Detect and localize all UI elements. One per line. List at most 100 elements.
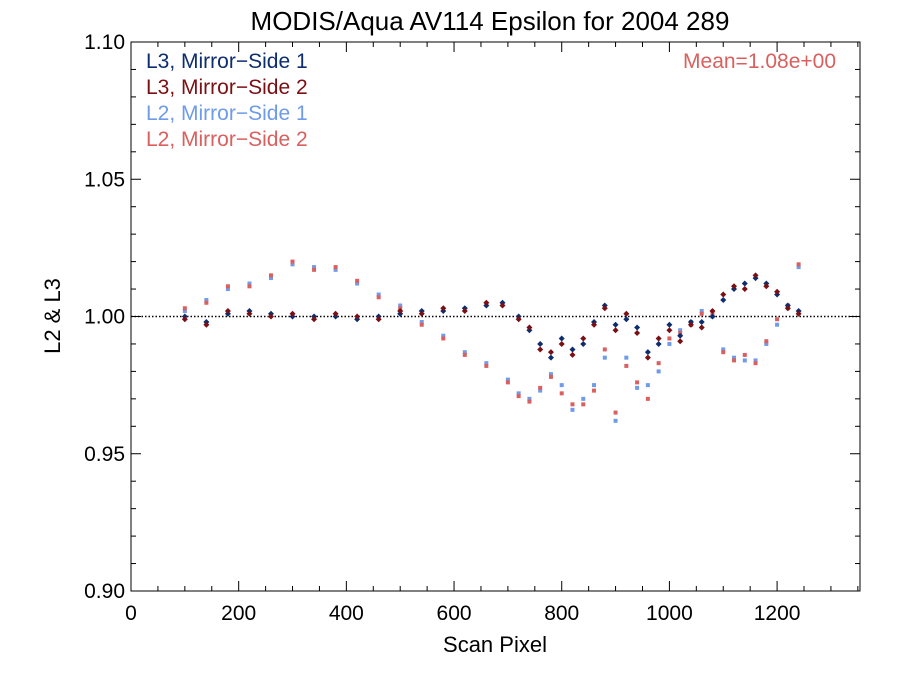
data-point bbox=[312, 265, 317, 270]
x-tick-label: 600 bbox=[437, 602, 472, 625]
mean-annotation: Mean=1.08e+00 bbox=[683, 50, 836, 73]
data-point bbox=[655, 335, 662, 342]
legend-entry: L3, Mirror−Side 2 bbox=[146, 76, 308, 99]
data-point bbox=[721, 347, 726, 352]
data-point bbox=[224, 308, 231, 315]
data-point bbox=[796, 265, 801, 270]
data-point bbox=[538, 385, 543, 390]
data-point bbox=[752, 272, 759, 279]
chart-title: MODIS/Aqua AV114 Epsilon for 2004 289 bbox=[251, 6, 730, 36]
y-tick-label: 1.00 bbox=[84, 306, 125, 329]
data-point bbox=[505, 380, 510, 385]
data-point bbox=[581, 396, 586, 401]
y-axis: 0.90 0.95 1.00 1.05 1.10 bbox=[84, 31, 860, 603]
data-point bbox=[247, 284, 252, 289]
data-point bbox=[558, 340, 565, 347]
data-point bbox=[709, 308, 716, 315]
x-tick-label: 400 bbox=[329, 602, 364, 625]
data-point bbox=[602, 347, 607, 352]
x-tick-label: 1200 bbox=[754, 602, 801, 625]
data-point bbox=[667, 336, 672, 341]
data-point bbox=[656, 369, 661, 374]
data-point bbox=[246, 310, 253, 317]
data-point bbox=[699, 309, 704, 314]
y-tick-label: 0.95 bbox=[84, 443, 125, 466]
data-point bbox=[635, 380, 640, 385]
data-point bbox=[527, 399, 532, 404]
data-point bbox=[732, 358, 737, 363]
data-point bbox=[419, 322, 424, 327]
data-point bbox=[290, 262, 295, 267]
data-point bbox=[484, 361, 489, 366]
y-tick-label: 1.05 bbox=[84, 168, 125, 191]
data-point bbox=[699, 311, 704, 316]
data-point bbox=[440, 305, 447, 312]
data-point bbox=[613, 410, 618, 415]
data-point bbox=[592, 383, 597, 388]
data-point bbox=[204, 300, 209, 305]
data-point bbox=[376, 292, 381, 297]
data-point bbox=[581, 402, 586, 407]
data-point bbox=[333, 265, 338, 270]
data-point bbox=[698, 318, 705, 325]
legend-entry: L2, Mirror−Side 1 bbox=[146, 102, 308, 125]
data-point bbox=[732, 355, 737, 360]
data-point bbox=[709, 313, 716, 320]
data-point bbox=[698, 324, 705, 331]
x-axis-label: Scan Pixel bbox=[443, 632, 547, 657]
y-tick-label: 1.10 bbox=[84, 31, 125, 54]
data-point bbox=[375, 316, 382, 323]
data-point bbox=[547, 349, 554, 356]
data-point bbox=[441, 336, 446, 341]
legend-entry: L2, Mirror−Side 2 bbox=[146, 128, 308, 151]
data-point bbox=[656, 361, 661, 366]
data-point bbox=[505, 377, 510, 382]
data-point bbox=[419, 319, 424, 324]
data-point bbox=[634, 324, 641, 331]
data-point bbox=[667, 341, 672, 346]
data-point bbox=[655, 340, 662, 347]
data-point bbox=[268, 273, 273, 278]
y-axis-label: L2 & L3 bbox=[40, 278, 65, 354]
series-points bbox=[181, 272, 802, 361]
data-point bbox=[418, 310, 425, 317]
data-point bbox=[527, 396, 532, 401]
data-point bbox=[644, 349, 651, 356]
data-point bbox=[666, 321, 673, 328]
data-point bbox=[499, 302, 506, 309]
series-points bbox=[181, 275, 802, 361]
data-point bbox=[516, 394, 521, 399]
data-point bbox=[720, 297, 727, 304]
data-point bbox=[731, 283, 738, 290]
data-point bbox=[268, 276, 273, 281]
data-point bbox=[796, 262, 801, 267]
data-point bbox=[398, 303, 403, 308]
series-points bbox=[182, 259, 801, 415]
data-points bbox=[181, 259, 802, 423]
series-points bbox=[182, 262, 801, 423]
data-point bbox=[764, 339, 769, 344]
data-point bbox=[634, 329, 641, 336]
data-point bbox=[580, 335, 587, 342]
data-point bbox=[775, 322, 780, 327]
data-point bbox=[635, 385, 640, 390]
data-point bbox=[547, 354, 554, 361]
data-point bbox=[538, 388, 543, 393]
data-point bbox=[795, 310, 802, 317]
data-point bbox=[763, 283, 770, 290]
x-axis: 0 200 400 600 800 1000 1200 bbox=[125, 42, 859, 625]
data-point bbox=[720, 291, 727, 298]
y-tick-label: 0.90 bbox=[84, 580, 125, 603]
data-point bbox=[613, 418, 618, 423]
data-point bbox=[580, 340, 587, 347]
data-point bbox=[591, 321, 598, 328]
data-point bbox=[645, 396, 650, 401]
data-point bbox=[182, 309, 187, 314]
data-point bbox=[548, 372, 553, 377]
data-point bbox=[774, 288, 781, 295]
data-point bbox=[623, 316, 630, 323]
data-point bbox=[624, 355, 629, 360]
data-point bbox=[569, 346, 576, 353]
data-point bbox=[753, 358, 758, 363]
data-point bbox=[784, 305, 791, 312]
